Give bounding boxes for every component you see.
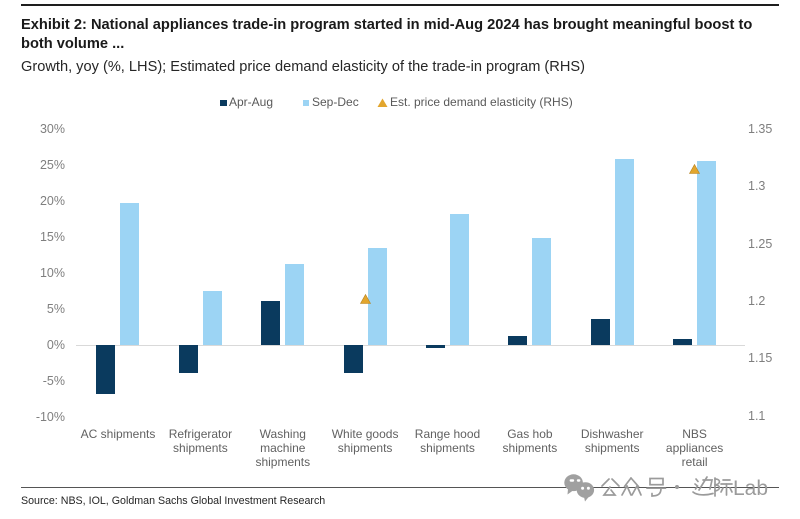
svg-text:Lab: Lab <box>733 477 768 500</box>
